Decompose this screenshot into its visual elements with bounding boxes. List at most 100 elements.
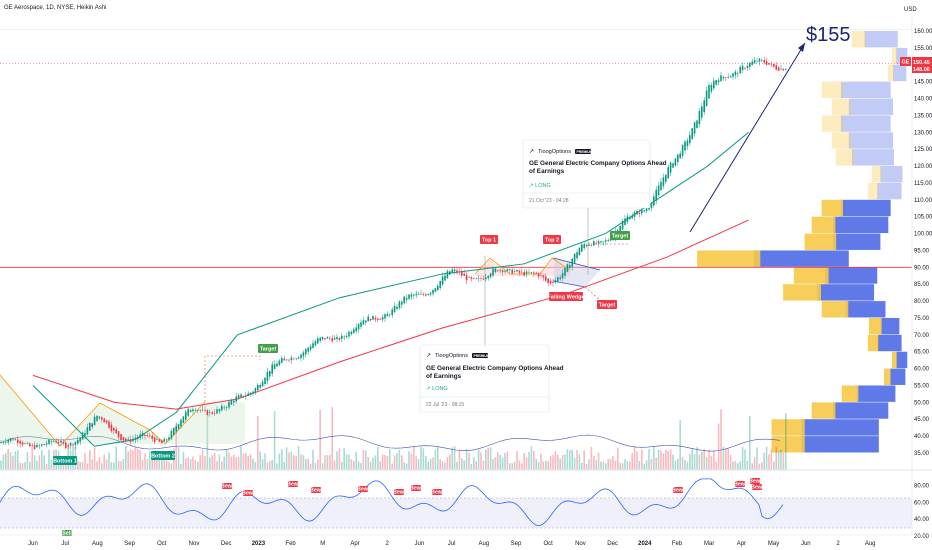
volume-bar [29,461,31,470]
candle-body [463,273,465,276]
candle-body [319,337,321,341]
volume-bar [96,461,98,470]
volume-bar [473,457,475,470]
candle-body [187,408,189,416]
volume-bar [698,454,701,470]
candle-body [103,418,105,423]
candle-body [552,281,554,283]
volume-bar [305,459,307,470]
volume-bar [242,453,245,470]
volume-bar [437,447,439,470]
volume-bar [679,420,681,470]
volume-bar [669,449,672,470]
author-name: TioogOptions [435,353,468,359]
volume-bar [369,461,372,470]
volume-bar [45,463,48,470]
candle-body [343,336,345,338]
volume-bar [309,463,312,470]
volume-bar [355,452,357,470]
rsi-line [0,478,784,526]
candle-body [741,65,744,71]
volume-bar [360,463,362,470]
rsi-signal: Bear [357,487,370,493]
candle-body [72,444,74,446]
candle-body [602,241,605,243]
volume-bar [345,454,348,470]
volume-bar [732,461,734,470]
candle-body [765,61,768,65]
volume-bar [26,452,29,470]
volume-bar [209,457,211,470]
rsi-signal-bg [411,485,421,491]
price-tag[interactable] [912,57,932,73]
candle-body [583,244,585,249]
volume-profile-bar [891,47,897,65]
candle-body [581,244,583,252]
volume-bar [79,462,81,470]
candle-body [530,272,533,273]
volume-profile-bar [871,166,882,183]
candle-body [593,241,595,246]
currency-label[interactable]: USD [904,7,917,13]
time-tick: 2023 [252,541,266,547]
time-axis[interactable]: Jun Jul Aug Sep Oct Nov Dec 2023 Feb M Apr 2 Jun Jul A… [28,541,875,547]
rsi-axis[interactable]: 20.00 40.00 60.00 80.00 [914,484,930,540]
idea-card-1[interactable]: ↗ TioogOptions PREMIUM GE General Electr… [522,139,667,209]
candle-body [297,357,300,359]
candle-body [24,443,26,445]
volume-bar [696,446,698,470]
candle-body [518,270,521,273]
volume-bar [785,413,787,470]
candle-body [753,60,756,64]
candle-body [235,396,237,402]
volume-bar [487,447,489,470]
rsi-signal: Bear [242,491,255,497]
trend-arrow-line[interactable] [689,42,806,233]
candle-body [19,441,21,444]
volume-bar [189,459,192,470]
time-tick: Oct [544,541,554,547]
candle-body [89,423,91,431]
candle-body [194,409,197,411]
volume-bar [734,460,737,470]
volume-bar [775,446,777,470]
candle-body [177,424,180,429]
candle-body [775,65,777,70]
candle-body [36,444,38,448]
candle-body [626,216,629,222]
volume-bar [509,463,511,470]
price-tick: 130.00 [914,130,932,136]
candle-body [197,409,199,411]
candle-body [720,75,722,82]
volume-bar [600,461,602,470]
volume-profile-bar [851,31,867,48]
candle-body [221,405,223,411]
candle-body [561,273,564,279]
volume-bar [578,454,581,470]
candle-body [662,177,665,187]
candle-body [761,59,763,61]
candle-body [441,276,444,285]
volume-bar [302,455,305,470]
volume-bar [415,456,417,470]
rsi-signal: Bear [751,485,764,491]
volume-bar [396,453,398,470]
candle-body [57,441,60,444]
candle-body [353,329,355,333]
candle-body [585,244,588,247]
time-tick: Jul [448,541,456,547]
volume-bar [549,455,552,470]
candle-body [660,182,662,191]
candle-body [79,437,81,442]
candle-body [569,264,571,268]
volume-profile-bar [883,368,891,385]
volume-profile-bar [801,436,879,453]
volume-bar [168,461,170,470]
volume-profile-bar [848,98,894,115]
volume-bar [367,456,369,470]
candle-body [77,439,79,444]
volume-bar [41,450,43,470]
time-tick: Jun [28,541,38,547]
idea-card-2[interactable]: ↗ TioogOptions PREMIUM GE General Electr… [419,344,564,413]
